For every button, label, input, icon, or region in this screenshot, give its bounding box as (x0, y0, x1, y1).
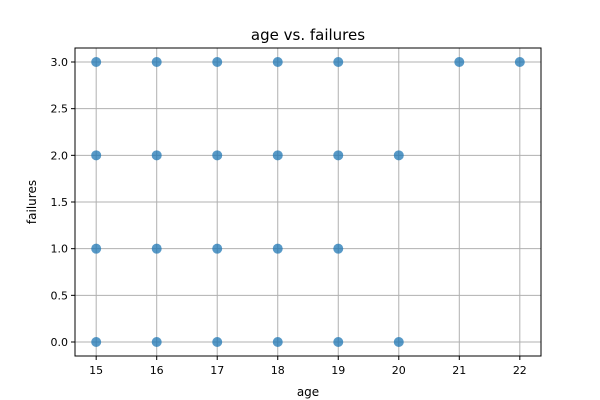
data-point (393, 150, 404, 161)
data-point (272, 243, 283, 254)
y-tick-label: 0.5 (51, 289, 69, 302)
data-point (91, 150, 102, 161)
data-point (272, 337, 283, 347)
data-points (91, 57, 525, 347)
y-axis: 0.0 0.5 1.0 1.5 2.0 2.5 3.0 (51, 56, 75, 349)
x-tick-label: 19 (331, 364, 345, 377)
y-tick-label: 0.0 (51, 336, 69, 349)
x-tick-label: 20 (392, 364, 406, 377)
data-point (151, 337, 162, 347)
data-point (151, 57, 162, 67)
y-tick-label: 1.0 (51, 243, 69, 256)
x-tick-label: 18 (271, 364, 285, 377)
data-point (454, 57, 465, 67)
data-point (151, 150, 162, 161)
data-point (91, 337, 102, 347)
data-point (514, 57, 525, 67)
data-point (212, 337, 223, 347)
x-tick-label: 15 (89, 364, 103, 377)
x-tick-label: 22 (513, 364, 527, 377)
data-point (91, 243, 102, 254)
data-point (333, 57, 344, 67)
chart-title: age vs. failures (251, 26, 365, 44)
data-point (393, 337, 404, 347)
x-tick-label: 17 (210, 364, 224, 377)
data-point (91, 57, 102, 67)
data-point (333, 337, 344, 347)
data-point (212, 150, 223, 161)
y-axis-label: failures (25, 180, 39, 224)
data-point (212, 243, 223, 254)
data-point (212, 57, 223, 67)
grid (75, 48, 541, 356)
data-point (333, 150, 344, 161)
data-point (272, 57, 283, 67)
x-tick-label: 16 (150, 364, 164, 377)
data-point (333, 243, 344, 254)
y-tick-label: 2.5 (51, 103, 69, 116)
y-tick-label: 3.0 (51, 56, 69, 69)
data-point (272, 150, 283, 161)
y-tick-label: 1.5 (51, 196, 69, 209)
x-axis-label: age (297, 385, 319, 399)
x-axis: 15 16 17 18 19 20 21 22 (89, 356, 527, 377)
x-tick-label: 21 (452, 364, 466, 377)
y-tick-label: 2.0 (51, 149, 69, 162)
data-point (151, 243, 162, 254)
